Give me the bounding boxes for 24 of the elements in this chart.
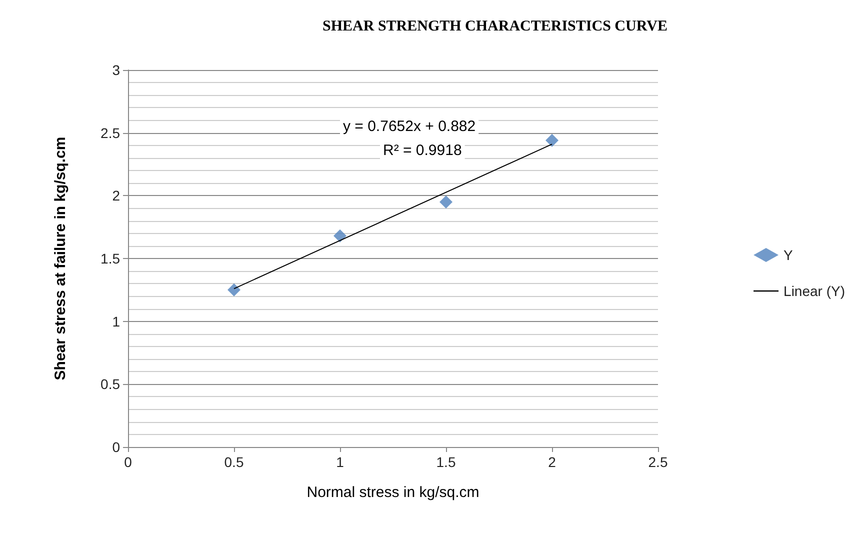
point [546,134,558,147]
legend-label: Y [784,247,794,263]
y-tick-label: 1 [112,313,120,330]
x-tick-label: 2.5 [648,454,668,470]
x-tick-label: 0 [124,454,132,470]
point [440,195,452,208]
y-axis-title: Shear stress at failure in kg/sq.cm [52,136,69,380]
chart-title: SHEAR STRENGTH CHARACTERISTICS CURVE [322,18,668,34]
y-tick-label: 0.5 [100,376,120,392]
legend-label: Linear (Y) [784,283,845,299]
point [228,283,240,296]
y-tick-label: 3 [112,62,120,78]
annotation: y = 0.7652x + 0.882 [343,118,476,135]
point [334,229,346,242]
y-tick-label: 0 [112,439,120,455]
annotation: R² = 0.9918 [383,142,462,159]
y-tick-label: 1.5 [100,250,120,266]
x-axis-title: Normal stress in kg/sq.cm [306,484,480,501]
x-tick-label: 0.5 [224,454,244,470]
x-tick-label: 1 [336,454,344,470]
x-tick-label: 1.5 [436,454,456,470]
x-tick-label: 2 [548,454,556,470]
y-tick-label: 2 [112,188,120,204]
y-tick-label: 2.5 [100,124,120,141]
